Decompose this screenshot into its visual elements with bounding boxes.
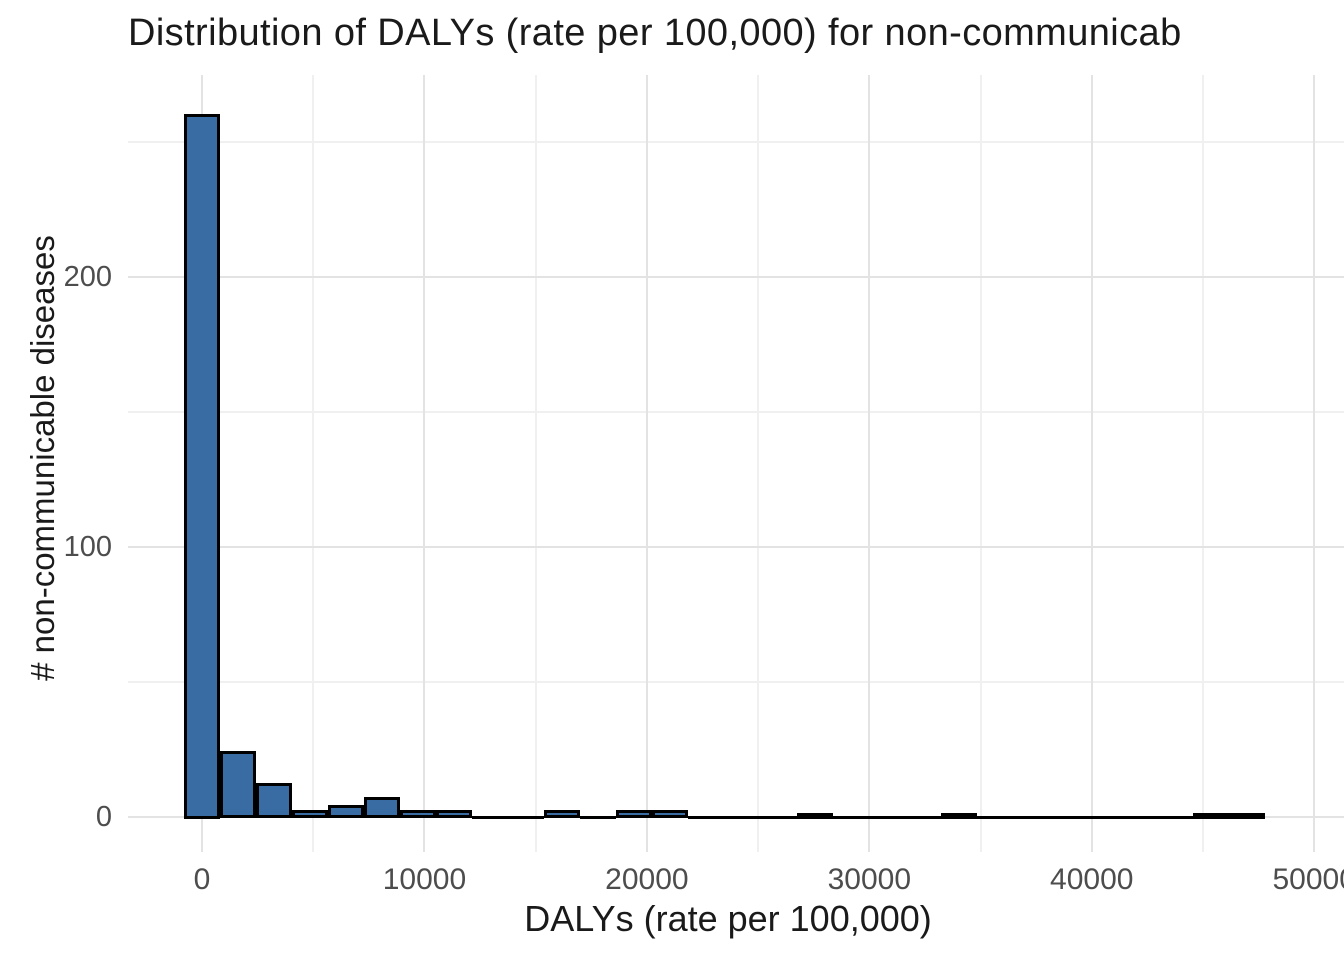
histogram-bar: [183, 113, 220, 819]
gridline-y-major: [128, 546, 1344, 548]
histogram-bar: [436, 810, 473, 819]
x-tick-label: 10000: [382, 863, 467, 896]
y-tick-label: 200: [63, 261, 112, 293]
x-tick-label: 0: [193, 863, 211, 896]
zero-count-bar: [1120, 815, 1157, 819]
gridline-x-major: [868, 75, 871, 852]
histogram-bar: [544, 810, 581, 819]
zero-count-bar: [1084, 815, 1121, 819]
histogram-bar: [616, 810, 653, 819]
zero-count-bar: [508, 815, 545, 819]
zero-count-bar: [760, 815, 797, 819]
gridline-x-major: [645, 75, 648, 852]
gridline-x-minor: [757, 75, 760, 852]
x-tick-label: 40000: [1050, 863, 1134, 896]
gridline-x-minor: [1201, 75, 1204, 852]
gridline-y-minor: [128, 411, 1344, 413]
zero-count-bar: [688, 815, 725, 819]
histogram-bar: [328, 804, 365, 819]
histogram-bar: [256, 783, 293, 819]
chart-title: Distribution of DALYs (rate per 100,000)…: [128, 12, 1182, 54]
histogram-bar: [940, 812, 977, 819]
gridline-y-minor: [128, 141, 1344, 143]
x-tick-label: 30000: [827, 863, 912, 896]
gridline-x-major: [423, 75, 426, 852]
histogram-bar: [1192, 812, 1229, 819]
zero-count-bar: [832, 815, 869, 819]
zero-count-bar: [580, 815, 617, 819]
zero-count-bar: [1048, 815, 1085, 819]
y-tick-label: 0: [95, 801, 112, 833]
histogram-bar: [220, 750, 257, 819]
gridline-x-major: [1313, 75, 1316, 852]
x-tick-label: 20000: [605, 863, 689, 896]
zero-count-bar: [1156, 815, 1193, 819]
gridline-x-major: [1090, 75, 1093, 852]
zero-count-bar: [1012, 815, 1049, 819]
zero-count-bar: [868, 815, 905, 819]
histogram-bar: [292, 810, 329, 819]
zero-count-bar: [472, 815, 509, 819]
zero-count-bar: [904, 815, 941, 819]
histogram-bar: [400, 810, 437, 819]
zero-count-bar: [976, 815, 1013, 819]
zero-count-bar: [724, 815, 761, 819]
gridline-y-minor: [128, 681, 1344, 683]
histogram-bar: [652, 810, 689, 819]
gridline-x-minor: [534, 75, 537, 852]
histogram-bar: [796, 812, 833, 819]
histogram-bar: [1229, 812, 1266, 819]
gridline-x-minor: [312, 75, 315, 852]
x-axis-title: DALYs (rate per 100,000): [524, 898, 932, 939]
gridline-x-minor: [979, 75, 982, 852]
histogram-bar: [364, 796, 401, 819]
y-tick-label: 100: [63, 531, 112, 563]
gridline-y-major: [128, 276, 1344, 278]
y-axis-title: # non-communicable diseases: [24, 235, 61, 681]
